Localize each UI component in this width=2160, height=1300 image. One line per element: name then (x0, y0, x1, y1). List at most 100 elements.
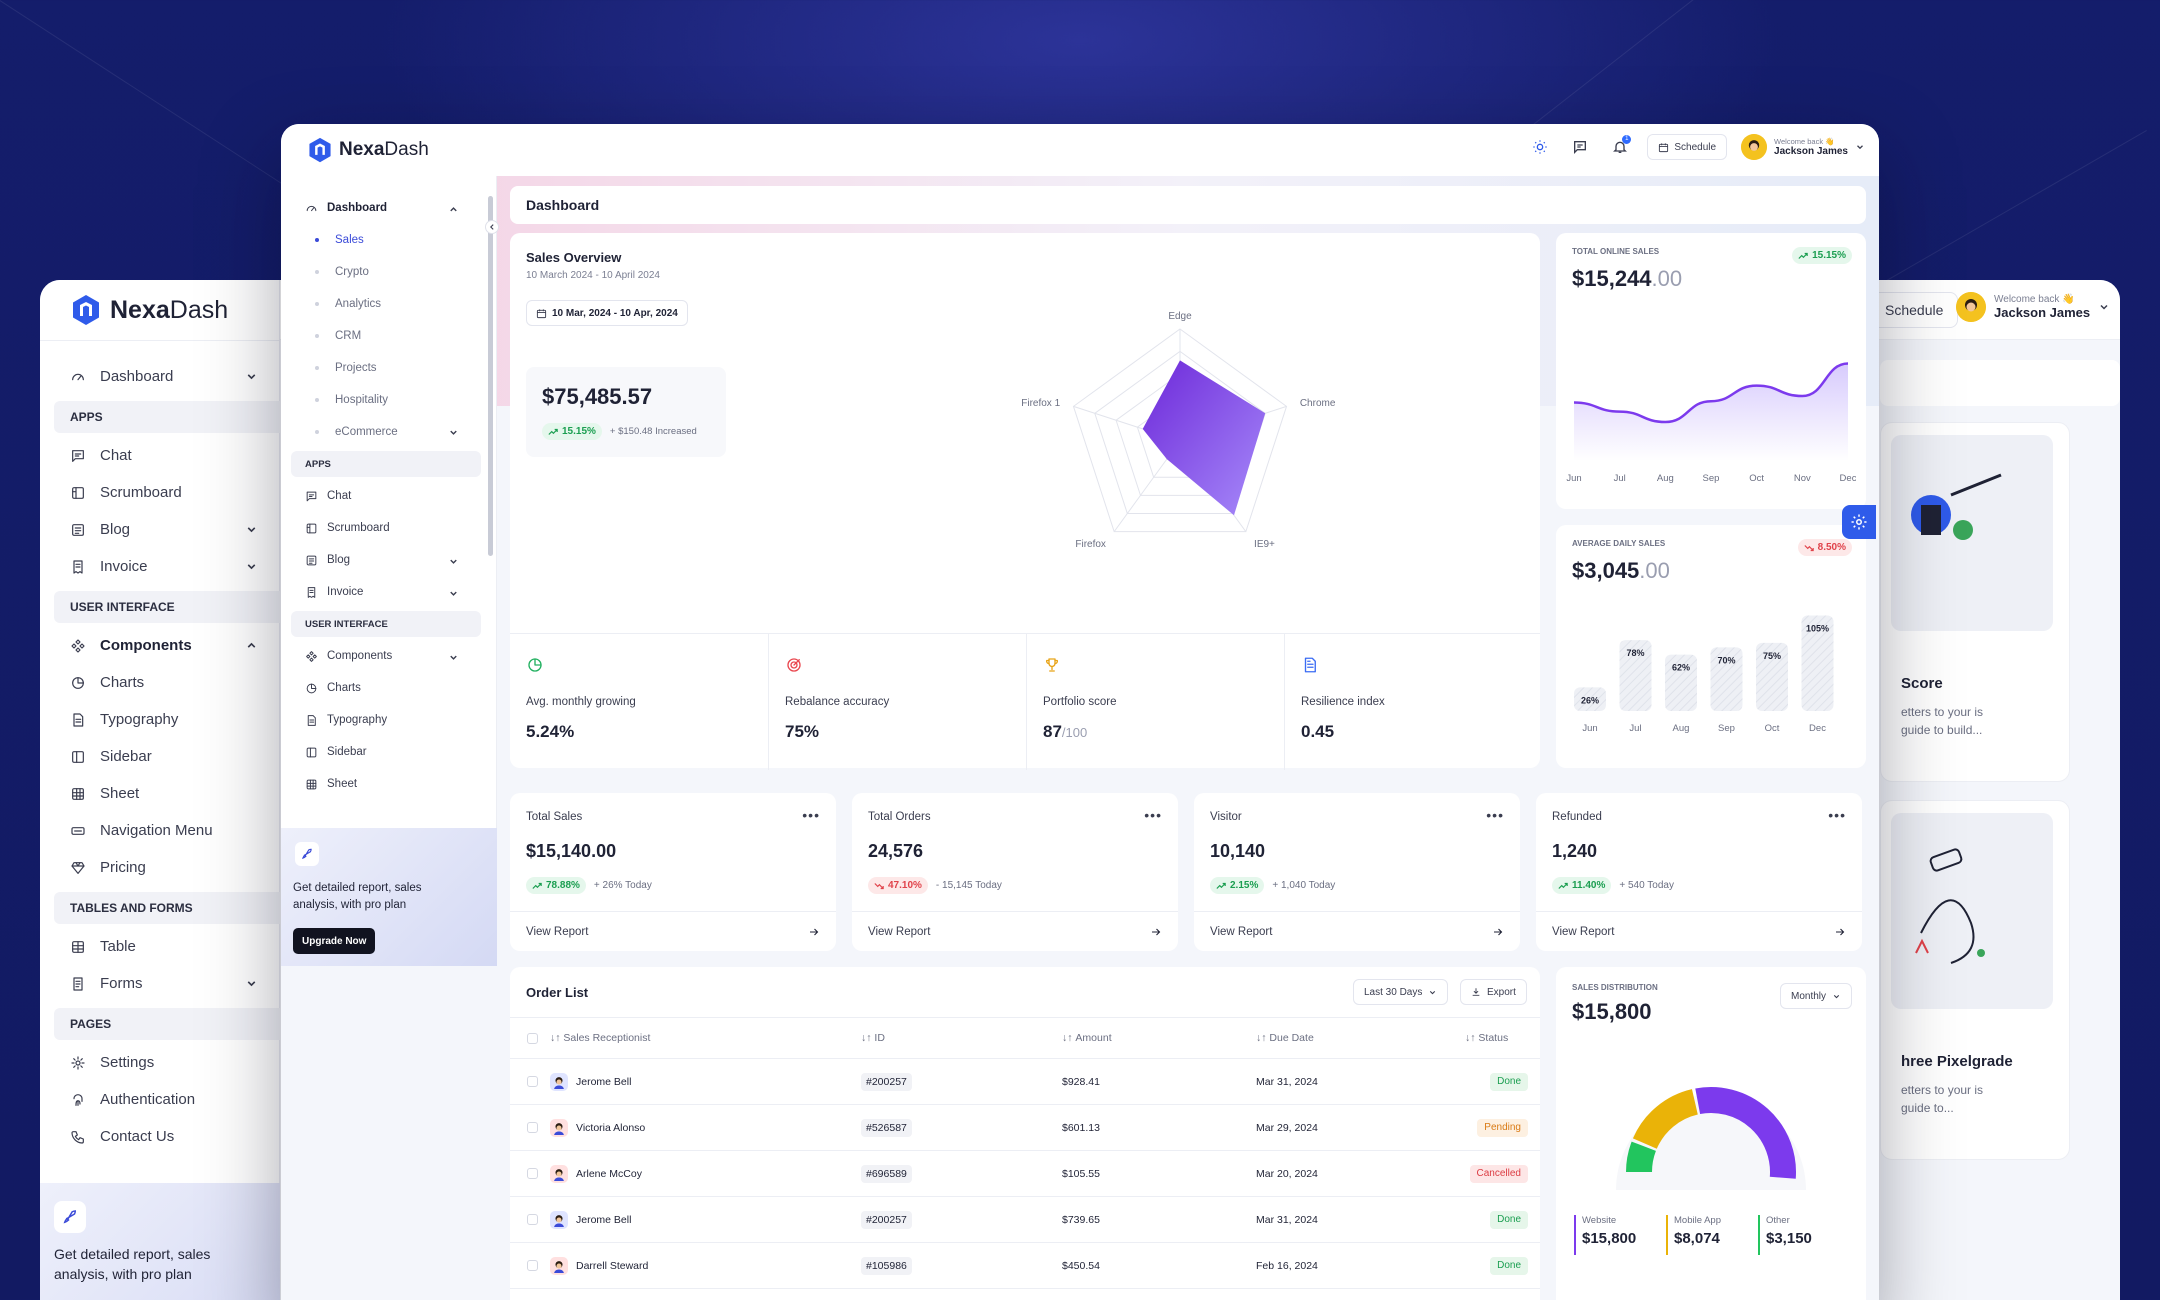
sidebar-item-invoice[interactable]: Invoice (281, 576, 491, 608)
table-row[interactable]: Arlene McCoy #696589 $105.55 Mar 20, 202… (510, 1151, 1540, 1197)
change-note: + 26% Today (593, 880, 652, 891)
x-tick-label: Sep (1703, 473, 1720, 484)
sidebar-item-forms[interactable]: Forms (40, 965, 280, 1002)
x-tick-label: Dec (1840, 473, 1856, 484)
sidebar-item-label: Navigation Menu (100, 822, 213, 839)
back-schedule-button[interactable]: Schedule (1870, 292, 1959, 328)
sidebar-subitem-crm[interactable]: CRM (281, 320, 491, 352)
sidebar-item-label: Settings (100, 1054, 155, 1071)
donut-slice (1695, 1087, 1796, 1179)
period-select[interactable]: Monthly (1779, 983, 1852, 1009)
sidebar-subitem-hospitality[interactable]: Hospitality (281, 384, 491, 416)
range-select[interactable]: Last 30 Days (1353, 979, 1449, 1005)
theme-toggle[interactable] (1527, 134, 1553, 160)
sidebar-item-sidebar[interactable]: Sidebar (40, 738, 280, 775)
back-logo[interactable]: NexaDash (70, 294, 228, 326)
view-report-link[interactable]: View Report (1536, 911, 1862, 951)
more-options-icon[interactable]: ••• (1486, 807, 1504, 823)
sidebar-subitem-analytics[interactable]: Analytics (281, 288, 491, 320)
column-header[interactable]: ↓↑ ID (861, 1018, 885, 1058)
sidebar-item-pricing[interactable]: Pricing (40, 849, 280, 886)
gear-icon (71, 1055, 85, 1070)
growth-value: 15.15% (1812, 250, 1846, 261)
sidebar-item-dashboard[interactable]: Dashboard (281, 192, 491, 224)
sidebar-item-scrumboard[interactable]: Scrumboard (40, 474, 280, 511)
column-header[interactable]: ↓↑ Sales Receptionist (550, 1018, 650, 1058)
sidebar-item-sheet[interactable]: Sheet (281, 768, 491, 800)
sidebar-item-contact-us[interactable]: Contact Us (40, 1118, 280, 1155)
date-range-picker[interactable]: 10 Mar, 2024 - 10 Apr, 2024 (526, 300, 688, 326)
sidebar-item-navigation-menu[interactable]: Navigation Menu (40, 812, 280, 849)
sidebar-item-scrumboard[interactable]: Scrumboard (281, 512, 491, 544)
table-row[interactable]: Jerome Bell #200257 $739.65 Mar 31, 2024… (510, 1197, 1540, 1243)
sidebar-item-label: Typography (100, 711, 179, 728)
sidebar-item-charts[interactable]: Charts (40, 664, 280, 701)
stat-3: Resilience index 0.45 (1284, 634, 1542, 770)
row-checkbox[interactable] (527, 1260, 538, 1271)
row-checkbox[interactable] (527, 1076, 538, 1087)
view-report-link[interactable]: View Report (1194, 911, 1520, 951)
sidebar-item-chat[interactable]: Chat (281, 480, 491, 512)
sidebar-item-sidebar[interactable]: Sidebar (281, 736, 491, 768)
sidebar-subitem-sales[interactable]: Sales (281, 224, 491, 256)
sidebar-item-components[interactable]: Components (281, 640, 491, 672)
table-row[interactable]: Victoria Alonso #526587 $601.13 Mar 29, … (510, 1105, 1540, 1151)
sidebar-item-dashboard[interactable]: Dashboard (40, 358, 280, 395)
table-row[interactable]: Jerome Bell #200257 $928.41 Mar 31, 2024… (510, 1059, 1540, 1105)
invoice-icon (307, 586, 316, 598)
sidebar-item-sheet[interactable]: Sheet (40, 775, 280, 812)
online-sales-decimals: .00 (1651, 266, 1683, 291)
row-checkbox[interactable] (527, 1122, 538, 1133)
sidebar-item-blog[interactable]: Blog (281, 544, 491, 576)
legend-label: Other (1766, 1215, 1790, 1226)
sidebar-item-blog[interactable]: Blog (40, 511, 280, 548)
sort-icon: ↓↑ (861, 1032, 872, 1044)
target-icon (787, 658, 801, 672)
sidebar-subitem-projects[interactable]: Projects (281, 352, 491, 384)
sidebar-item-typography[interactable]: Typography (281, 704, 491, 736)
daily-sales-decimals: .00 (1639, 558, 1670, 583)
calendar-icon (1659, 142, 1669, 152)
view-report-link[interactable]: View Report (852, 911, 1178, 951)
settings-fab[interactable] (1842, 505, 1876, 539)
change-note: + 540 Today (1619, 880, 1674, 891)
view-report-link[interactable]: View Report (510, 911, 836, 951)
column-header[interactable]: ↓↑ Status (1465, 1018, 1508, 1058)
back-user-menu[interactable]: Welcome back 👋 Jackson James (1956, 292, 2110, 322)
sidebar-item-components[interactable]: Components (40, 627, 280, 664)
more-options-icon[interactable]: ••• (802, 807, 820, 823)
select-all-checkbox[interactable] (527, 1032, 538, 1044)
row-checkbox[interactable] (527, 1168, 538, 1179)
brand-name-bold: Nexa (110, 295, 170, 324)
sidebar-item-invoice[interactable]: Invoice (40, 548, 280, 585)
more-options-icon[interactable]: ••• (1828, 807, 1846, 823)
amount: $450.54 (1062, 1259, 1100, 1272)
more-options-icon[interactable]: ••• (1144, 807, 1162, 823)
bar-value-label: 62% (1672, 663, 1690, 673)
sidebar-subitem-ecommerce[interactable]: eCommerce (281, 416, 491, 448)
link-label: View Report (1210, 925, 1273, 938)
messages-button[interactable] (1567, 134, 1593, 160)
column-header[interactable]: ↓↑ Amount (1062, 1018, 1112, 1058)
sidebar-item-authentication[interactable]: Authentication (40, 1081, 280, 1118)
sidebar-item-settings[interactable]: Settings (40, 1044, 280, 1081)
logo[interactable]: NexaDash (307, 137, 429, 163)
notifications-button[interactable]: 1 (1607, 134, 1633, 160)
schedule-button[interactable]: Schedule (1647, 134, 1728, 160)
chat-icon (1574, 141, 1587, 154)
row-checkbox[interactable] (527, 1214, 538, 1225)
upgrade-button[interactable]: Upgrade Now (293, 928, 376, 954)
brand-name-rest: Dash (384, 139, 429, 160)
sidebar-item-charts[interactable]: Charts (281, 672, 491, 704)
sidebar-item-label: Hospitality (335, 394, 389, 406)
sidebar-item-chat[interactable]: Chat (40, 437, 280, 474)
sidebar-subitem-crypto[interactable]: Crypto (281, 256, 491, 288)
user-menu[interactable]: Welcome back 👋 Jackson James (1741, 134, 1865, 160)
collapse-sidebar-button[interactable] (485, 220, 499, 234)
sidebar-scrollbar[interactable] (488, 196, 493, 556)
export-button[interactable]: Export (1460, 979, 1527, 1005)
sidebar-item-typography[interactable]: Typography (40, 701, 280, 738)
sidebar-item-table[interactable]: Table (40, 928, 280, 965)
table-row[interactable]: Darrell Steward #105986 $450.54 Feb 16, … (510, 1243, 1540, 1289)
column-header[interactable]: ↓↑ Due Date (1256, 1018, 1314, 1058)
